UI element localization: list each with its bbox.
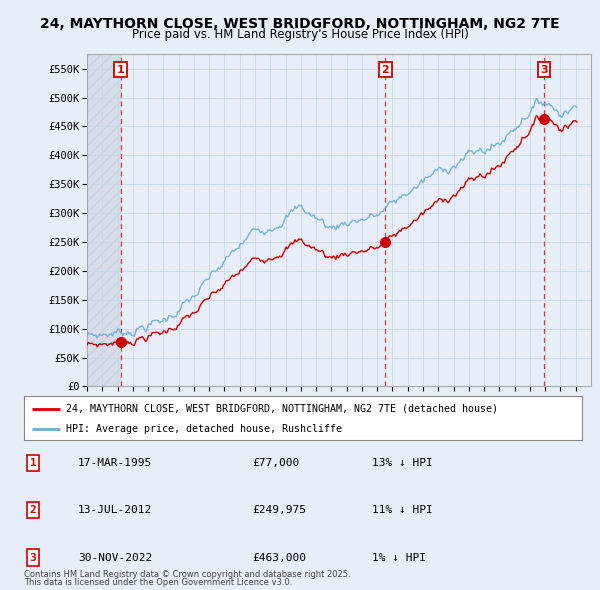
Bar (87, 54, 121, 386)
Text: 1: 1 (117, 65, 125, 75)
Text: £249,975: £249,975 (252, 506, 306, 515)
Text: Price paid vs. HM Land Registry's House Price Index (HPI): Price paid vs. HM Land Registry's House … (131, 28, 469, 41)
Text: 3: 3 (540, 65, 548, 75)
Text: 2: 2 (29, 506, 37, 515)
Text: Contains HM Land Registry data © Crown copyright and database right 2025.: Contains HM Land Registry data © Crown c… (24, 571, 350, 579)
Text: 1% ↓ HPI: 1% ↓ HPI (372, 553, 426, 562)
Text: 2: 2 (382, 65, 389, 75)
Text: 13-JUL-2012: 13-JUL-2012 (78, 506, 152, 515)
Text: 3: 3 (29, 553, 37, 562)
Text: 17-MAR-1995: 17-MAR-1995 (78, 458, 152, 468)
Text: 24, MAYTHORN CLOSE, WEST BRIDGFORD, NOTTINGHAM, NG2 7TE (detached house): 24, MAYTHORN CLOSE, WEST BRIDGFORD, NOTT… (66, 404, 498, 414)
Text: £77,000: £77,000 (252, 458, 299, 468)
Text: £463,000: £463,000 (252, 553, 306, 562)
Text: 30-NOV-2022: 30-NOV-2022 (78, 553, 152, 562)
Text: 11% ↓ HPI: 11% ↓ HPI (372, 506, 433, 515)
Text: 1: 1 (29, 458, 37, 468)
Text: HPI: Average price, detached house, Rushcliffe: HPI: Average price, detached house, Rush… (66, 424, 342, 434)
Text: 13% ↓ HPI: 13% ↓ HPI (372, 458, 433, 468)
Text: This data is licensed under the Open Government Licence v3.0.: This data is licensed under the Open Gov… (24, 578, 292, 587)
Text: 24, MAYTHORN CLOSE, WEST BRIDGFORD, NOTTINGHAM, NG2 7TE: 24, MAYTHORN CLOSE, WEST BRIDGFORD, NOTT… (40, 17, 560, 31)
